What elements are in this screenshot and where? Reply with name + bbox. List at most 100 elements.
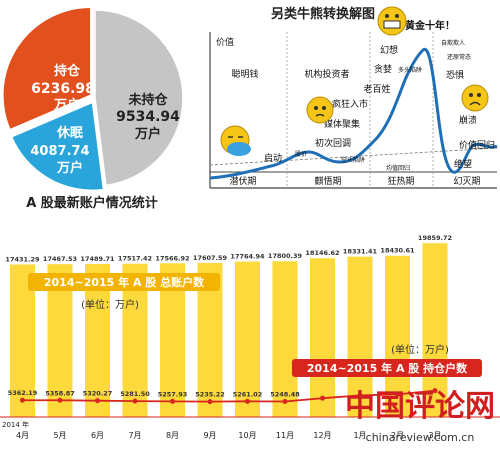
holding-value-label: 5235.22 — [195, 391, 225, 399]
unit-note-hold: (单位：万户) — [391, 343, 449, 356]
label-start: 启动 — [264, 152, 282, 164]
x-tick-label: 11月 — [276, 431, 294, 440]
holding-value-label: 5248.48 — [270, 390, 300, 398]
holding-point — [282, 398, 288, 404]
pie-label-unhold: 未持仓 — [127, 92, 168, 108]
sleeping-face-icon — [220, 125, 251, 156]
holding-point — [170, 398, 175, 404]
pie-slice-hold — [2, 6, 92, 131]
label-fear: 恐惧 — [446, 69, 464, 81]
phase-awaken: 麒悟期 — [314, 175, 341, 187]
total-accounts-value-labels: 17431.29 17467.53 17489.71 17517.42 17566.92… — [5, 234, 452, 263]
x-tick-label: 6月 — [91, 431, 104, 440]
bar-value-label: 17800.39 — [268, 252, 303, 260]
accounts-bar-chart: 17431.29 17467.53 17489.71 17517.42 17566.92… — [0, 234, 500, 444]
legend-hold-label: 2014~2015 年 A 股 持仓户数 — [307, 361, 468, 375]
holding-point — [132, 398, 138, 404]
holding-value-label: 5320.27 — [83, 390, 113, 398]
bar-value-label: 17517.42 — [118, 255, 152, 263]
holding-point — [20, 397, 25, 403]
x-tick-label: 1月 — [353, 431, 366, 440]
pie-value-hold: 6236.98 — [31, 81, 95, 97]
holding-accounts-value-labels: 5362.19 5358.87 5320.27 5281.50 5257.93 5235.… — [8, 389, 301, 398]
holding-accounts-line — [20, 388, 438, 405]
x-tick-label: 7月 — [128, 431, 141, 440]
label-greed: 贪婪 — [374, 63, 392, 75]
pie-chart: 未持仓 9534.94 万户 持仓 6236.98 万户 休眠 4087.74 … — [2, 6, 184, 211]
pie-slice-sleep — [10, 101, 105, 192]
label-normalcy: 还原常态 — [447, 53, 471, 61]
phase-disillusion: 幻灭期 — [453, 175, 480, 187]
legend-total-box — [28, 273, 220, 291]
mean-trend-line — [209, 147, 498, 166]
label-golden-decade: 黄金十年！ — [405, 19, 455, 32]
pie-unit-sleep: 万户 — [56, 160, 83, 176]
x-tick-label: 10月 — [238, 431, 256, 440]
x-tick-label: 9月 — [203, 431, 216, 440]
label-bull-trap: 多头陷阱 — [398, 66, 422, 74]
label-despair: 绝望 — [454, 158, 472, 170]
label-retail: 老百姓 — [363, 83, 390, 95]
holding-value-label: 5257.93 — [158, 390, 188, 398]
pie-unit-unhold: 万户 — [134, 126, 161, 142]
holding-point — [432, 388, 438, 394]
pie-value-sleep: 4087.74 — [30, 144, 89, 159]
bar-value-label: 19859.72 — [418, 234, 452, 242]
pie-unit-hold: 万户 — [53, 97, 80, 113]
bar-value-label: 18430.61 — [380, 247, 415, 255]
pie-value-unhold: 9534.94 — [116, 109, 180, 125]
year-label: 2014 年 — [2, 420, 29, 429]
holding-point — [57, 397, 63, 403]
x-axis-ticks: 4月 5月 6月 7月 8月 9月 10月 11月 12月 1月 2月 3月 — [16, 431, 442, 440]
cycle-title: 另类牛熊转换解图 — [271, 6, 375, 22]
unit-note-total: (单位：万户) — [81, 298, 139, 311]
label-mania: 疯狂入市 — [332, 98, 368, 110]
label-revert: 价值回归 — [459, 139, 495, 151]
bar-value-label: 18331.41 — [343, 248, 378, 256]
crying-face-icon — [461, 84, 489, 112]
label-mean-reversion: 均值回归 — [386, 164, 410, 172]
bar-value-label: 17431.29 — [5, 255, 40, 263]
x-tick-label: 12月 — [313, 431, 331, 440]
holding-point — [357, 392, 363, 398]
phase-mania: 狂热期 — [387, 175, 414, 187]
cycle-ylabel: 价值 — [216, 36, 234, 48]
cycle-curve — [209, 47, 498, 180]
phase-latent: 潜伏期 — [229, 175, 256, 187]
bar-value-label: 17489.71 — [80, 255, 115, 263]
watermark-url: chinareview.com.cn — [366, 431, 475, 444]
x-tick-label: 4月 — [16, 431, 29, 440]
label-pullback: 初次回调 — [315, 137, 351, 149]
market-cycle-diagram: 另类牛熊转换解图 价值 潜伏期 麒悟期 狂热期 幻灭期 聪明钱 机构投资者 启动… — [209, 6, 498, 189]
holding-line — [22, 389, 436, 403]
bar-1月 — [347, 256, 373, 417]
bar-value-label: 18146.62 — [305, 249, 339, 257]
holding-point — [320, 395, 325, 401]
bar-value-label: 17764.94 — [230, 253, 265, 261]
total-accounts-bars — [10, 243, 448, 417]
label-media: 媒体聚集 — [324, 118, 360, 130]
holding-value-label: 5358.87 — [45, 389, 75, 397]
x-tick-label: 2月 — [391, 431, 404, 440]
holding-value-label: 5261.02 — [233, 390, 263, 398]
label-crash: 崩溃 — [459, 114, 477, 126]
holding-point — [245, 398, 250, 404]
bar-value-label: 17467.53 — [43, 255, 77, 263]
bar-value-label: 17566.92 — [155, 254, 189, 262]
pie-slices — [2, 6, 184, 192]
thinking-face-icon — [306, 96, 334, 124]
x-tick-label: 3月 — [428, 431, 441, 440]
bar-value-label: 17607.59 — [193, 254, 228, 262]
bar-10月 — [235, 261, 260, 417]
pie-caption: A 股最新账户情况统计 — [26, 195, 158, 211]
holding-point — [395, 391, 400, 397]
label-smart-money: 聪明钱 — [231, 68, 258, 80]
label-self-deception: 自欺欺人 — [441, 39, 465, 47]
bar-2月 — [385, 255, 410, 417]
pie-slice-unhold — [94, 9, 184, 187]
holding-value-label: 5362.19 — [8, 389, 38, 397]
x-tick-label: 5月 — [53, 431, 66, 440]
x-tick-label: 8月 — [166, 431, 179, 440]
bar-12月 — [310, 258, 335, 417]
pie-label-hold: 持仓 — [54, 63, 81, 79]
